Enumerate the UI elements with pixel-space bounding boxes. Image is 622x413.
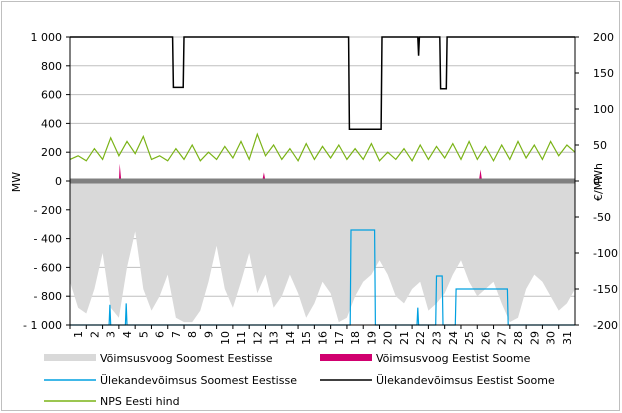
x-tick-label: 23 (431, 331, 444, 345)
x-tick-label: 17 (333, 331, 346, 345)
left-tick-label: - 800 (34, 290, 62, 303)
legend-label-3: Ülekandevõimsus Eestist Soome (376, 374, 555, 387)
left-tick-label: - 600 (34, 261, 62, 274)
x-tick-label: 22 (414, 331, 427, 345)
x-tick-label: 20 (382, 331, 395, 345)
right-tick-label: 100 (593, 103, 614, 116)
x-tick-label: 2 (88, 331, 101, 338)
x-tick-label: 9 (203, 331, 216, 338)
x-tick-label: 4 (121, 331, 134, 338)
series-line-4 (69, 132, 576, 163)
right-axis-ticks: 200 150 100 50 0 -50 -100 -150 -200 (575, 31, 618, 332)
left-tick-label: 0 (55, 175, 62, 188)
area-series (70, 163, 575, 323)
x-axis-ticks: 1 2 3 4 5 6 7 8 9 10 11 12 13 14 15 16 17 18 19 20 21 22 23 24 2… (69, 325, 574, 345)
x-tick-label: 10 (219, 331, 232, 345)
x-tick-label: 3 (105, 331, 118, 338)
x-tick-label: 26 (479, 331, 492, 345)
x-tick-label: 13 (268, 331, 281, 345)
right-axis-label: €/MWh (592, 163, 605, 201)
right-tick-label: -200 (593, 319, 618, 332)
x-tick-label: 18 (349, 331, 362, 345)
x-tick-label: 30 (545, 331, 558, 345)
x-tick-label: 15 (300, 331, 313, 345)
series-area-1 (118, 163, 483, 181)
legend-swatch-0 (44, 354, 96, 361)
left-tick-label: 800 (41, 60, 62, 73)
x-tick-label: 11 (235, 331, 248, 345)
legend-label-0: Võimsusvoog Soomest Eestisse (100, 352, 273, 365)
legend-label-4: NPS Eesti hind (100, 395, 180, 408)
x-tick-label: 16 (317, 331, 330, 345)
right-tick-label: 50 (593, 139, 607, 152)
left-tick-label: 600 (41, 89, 62, 102)
x-tick-label: 8 (186, 331, 199, 338)
left-tick-label: 1 000 (31, 31, 63, 44)
left-tick-label: 400 (41, 117, 62, 130)
left-axis-ticks: 1 000 800 600 400 200 0 - 200 - 400 - 600 - 800 - … (23, 31, 70, 332)
x-tick-label: 12 (251, 331, 264, 345)
x-tick-label: 25 (463, 331, 476, 345)
right-tick-label: 200 (593, 31, 614, 44)
left-tick-label: 200 (41, 146, 62, 159)
right-tick-label: -50 (593, 211, 611, 224)
series-area-0 (70, 181, 575, 323)
x-tick-label: 6 (154, 331, 167, 338)
left-axis-label: MW (10, 172, 23, 192)
left-tick-label: - 200 (34, 204, 62, 217)
left-tick-label: - 1 000 (23, 319, 62, 332)
x-tick-label: 31 (561, 331, 574, 345)
x-tick-label: 5 (137, 331, 150, 338)
legend-label-1: Võimsusvoog Eestist Soome (376, 352, 531, 365)
right-tick-label: 0 (593, 175, 600, 188)
x-tick-label: 1 (72, 331, 85, 338)
x-tick-label: 28 (512, 331, 525, 345)
left-tick-label: - 400 (34, 233, 62, 246)
x-tick-label: 29 (528, 331, 541, 345)
x-tick-label: 19 (365, 331, 378, 345)
right-tick-label: -150 (593, 283, 618, 296)
x-tick-label: 14 (284, 331, 297, 345)
legend-label-2: Ülekandevõimsus Soomest Eestisse (100, 374, 297, 387)
series-line-3 (70, 36, 575, 130)
x-tick-label: 7 (170, 331, 183, 338)
legend: Võimsusvoog Soomest Eestisse Võimsusvoog … (44, 352, 555, 408)
x-tick-label: 27 (496, 331, 509, 345)
right-tick-label: 150 (593, 67, 614, 80)
right-tick-label: -100 (593, 247, 618, 260)
x-tick-label: 21 (398, 331, 411, 345)
legend-swatch-1 (320, 354, 372, 361)
x-tick-label: 24 (447, 331, 460, 345)
